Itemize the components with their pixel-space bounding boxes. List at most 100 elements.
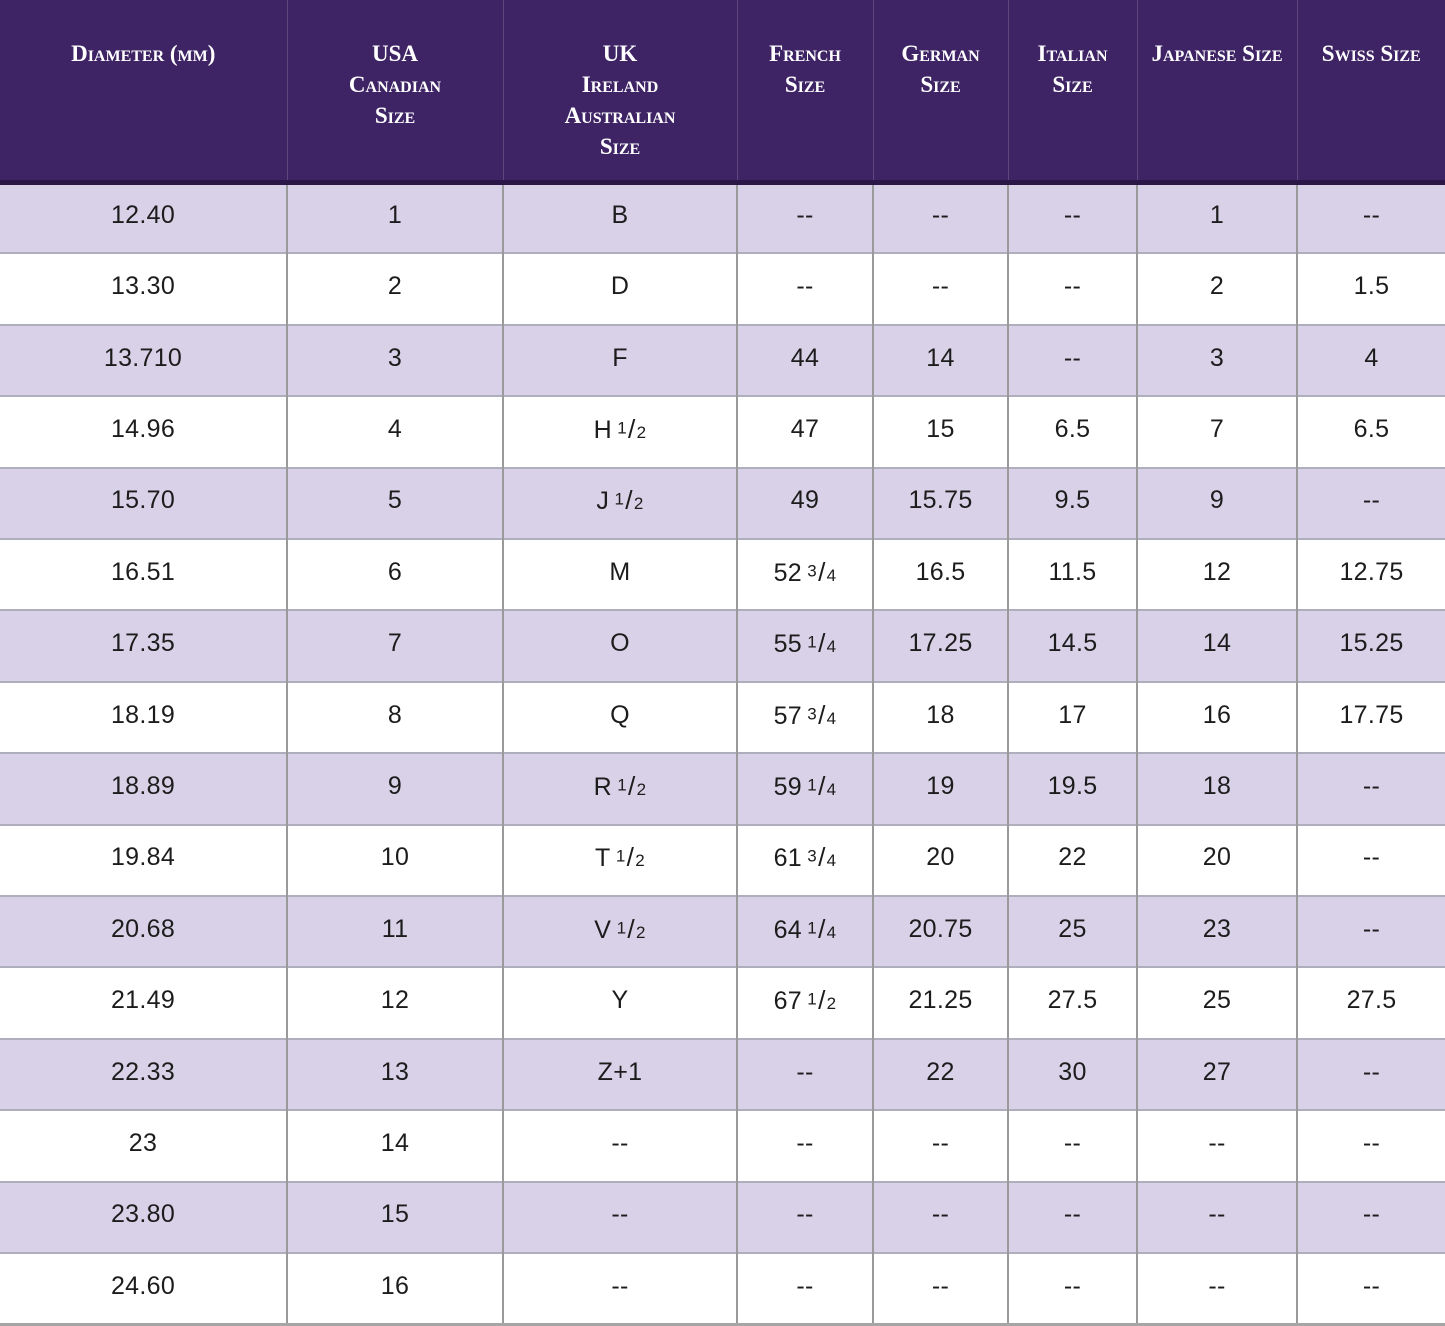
table-cell-uk: Q	[502, 680, 737, 754]
table-cell-diameter: 14.96	[0, 395, 287, 468]
table-cell-italian: 6.5	[1007, 395, 1137, 468]
table-cell-usa: 9	[286, 752, 503, 825]
table-row: 13.710 3 F 44 14 -- 3 4	[0, 323, 1445, 397]
table-cell-german: 16.5	[872, 538, 1008, 611]
table-cell-swiss: --	[1296, 466, 1445, 540]
col-header-french: French Size	[736, 0, 873, 185]
table-cell-japanese: 16	[1136, 680, 1297, 754]
table-cell-german: --	[872, 1180, 1008, 1254]
table-cell-uk: D	[502, 252, 737, 325]
table-cell-usa: 10	[286, 823, 503, 897]
table-cell-french: 52 3/4	[736, 538, 873, 611]
table-cell-uk: Z+1	[502, 1037, 737, 1111]
table-cell-uk: J 1/2	[502, 466, 737, 540]
table-cell-french: --	[736, 1180, 873, 1254]
table-cell-german: --	[872, 252, 1008, 325]
table-cell-swiss: 17.75	[1296, 680, 1445, 754]
table-cell-diameter: 24.60	[0, 1252, 287, 1325]
header-row: Diameter (mm) USA Canadian Size UK Irela…	[0, 0, 1445, 185]
table-cell-japanese: 20	[1136, 823, 1297, 897]
table-cell-swiss: --	[1296, 823, 1445, 897]
table-cell-italian: 17	[1007, 680, 1137, 754]
table-cell-german: 21.25	[872, 966, 1008, 1039]
table-cell-german: --	[872, 182, 1008, 254]
table-cell-japanese: 7	[1136, 395, 1297, 468]
table-cell-french: 55 1/4	[736, 609, 873, 682]
table-cell-german: 19	[872, 752, 1008, 825]
table-cell-japanese: 3	[1136, 323, 1297, 397]
table-cell-italian: --	[1007, 1180, 1137, 1254]
table-cell-usa: 2	[286, 252, 503, 325]
table-row: 19.84 10 T 1/2 61 3/4 20 22 20 --	[0, 823, 1445, 897]
table-cell-swiss: 1.5	[1296, 252, 1445, 325]
table-cell-italian: --	[1007, 323, 1137, 397]
table-cell-diameter: 12.40	[110, 201, 176, 230]
table-cell-swiss: --	[1296, 1180, 1445, 1254]
table-cell-italian: 14.5	[1007, 609, 1137, 682]
table-cell-french: 57 3/4	[736, 680, 873, 754]
table-cell-german: 20.75	[872, 895, 1008, 968]
table-cell-french: 44	[736, 323, 873, 397]
table-cell-german: 17.25	[872, 609, 1008, 682]
table-cell-french: --	[736, 182, 873, 254]
table-cell-diameter: 16.51	[0, 538, 287, 611]
table-row: 13.30 2 D -- -- -- 2 1.5	[0, 252, 1445, 325]
table-row: 20.68 11 V 1/2 64 1/4 20.75 25 23 --	[0, 895, 1445, 968]
table-row: 14.96 4 H 1/2 47 15 6.5 7 6.5	[0, 395, 1445, 468]
table-cell-uk: Y	[502, 966, 737, 1039]
table-row: 22.33 13 Z+1 -- 22 30 27 --	[0, 1037, 1445, 1111]
table-row: 12.40 1 B -- -- -- 1 --	[0, 182, 1445, 254]
table-cell-diameter: 17.35	[0, 609, 287, 682]
table-cell-french: 61 3/4	[736, 823, 873, 897]
table-row: 16.51 6 M 52 3/4 16.5 11.5 12 12.75	[0, 538, 1445, 611]
table-cell-italian: 19.5	[1007, 752, 1137, 825]
table-cell-usa: 15	[286, 1180, 503, 1254]
table-cell-usa: 5	[286, 466, 503, 540]
table-row: 23 14 -- -- -- -- -- --	[0, 1109, 1445, 1182]
table-cell-japanese: 9	[1136, 466, 1297, 540]
table-cell-japanese: 27	[1136, 1037, 1297, 1111]
table-cell-uk: H 1/2	[502, 395, 737, 468]
table-cell-japanese: 18	[1136, 752, 1297, 825]
table-cell-french: --	[736, 1037, 873, 1111]
table-row: 15.70 5 J 1/2 49 15.75 9.5 9 --	[0, 466, 1445, 540]
table-cell-uk: R 1/2	[502, 752, 737, 825]
table-cell-usa: 16	[286, 1252, 503, 1325]
table-cell-french: 49	[736, 466, 873, 540]
table-cell-uk: T 1/2	[502, 823, 737, 897]
table-cell-japanese: --	[1136, 1109, 1297, 1182]
table-cell-german: 15.75	[872, 466, 1008, 540]
table-cell-usa: 13	[286, 1037, 503, 1111]
table-cell-swiss: 27.5	[1296, 966, 1445, 1039]
table-cell-diameter: 22.33	[0, 1037, 287, 1111]
table-cell-german: 14	[872, 323, 1008, 397]
table-cell-uk: --	[502, 1180, 737, 1254]
table-cell-italian: 27.5	[1007, 966, 1137, 1039]
table-cell-french: 67 1/2	[736, 966, 873, 1039]
col-header-usa-canadian: USA Canadian Size	[286, 0, 503, 185]
table-cell-diameter: 21.49	[0, 966, 287, 1039]
table-row: 17.35 7 O 55 1/4 17.25 14.5 14 15.25	[0, 609, 1445, 682]
col-header-uk-ireland-australian: UK Ireland Australian Size	[502, 0, 737, 185]
table-cell-swiss: 4	[1296, 323, 1445, 397]
table-cell-german: 18	[872, 680, 1008, 754]
table-cell-swiss: 15.25	[1296, 609, 1445, 682]
table-cell-swiss: --	[1296, 895, 1445, 968]
table-cell-french: 64 1/4	[736, 895, 873, 968]
table-cell-usa: 8	[286, 680, 503, 754]
table-cell-uk: M	[502, 538, 737, 611]
table-cell-french: 59 1/4	[736, 752, 873, 825]
table-header: Diameter (mm) USA Canadian Size UK Irela…	[0, 0, 1445, 185]
table-row: 21.49 12 Y 67 1/2 21.25 27.5 25 27.5	[0, 966, 1445, 1039]
col-header-diameter: Diameter (mm)	[0, 0, 287, 185]
table-row: 18.19 8 Q 57 3/4 18 17 16 17.75	[0, 680, 1445, 754]
table-cell-uk: --	[502, 1252, 737, 1325]
table-cell-diameter: 13.710	[0, 323, 287, 397]
table-cell-italian: 11.5	[1007, 538, 1137, 611]
table-cell-german: --	[872, 1109, 1008, 1182]
table-cell-swiss: 12.75	[1296, 538, 1445, 611]
col-header-swiss: Swiss Size	[1296, 0, 1445, 185]
table-cell-usa: 12	[286, 966, 503, 1039]
table-cell-japanese: --	[1136, 1180, 1297, 1254]
table-cell-italian: 9.5	[1007, 466, 1137, 540]
